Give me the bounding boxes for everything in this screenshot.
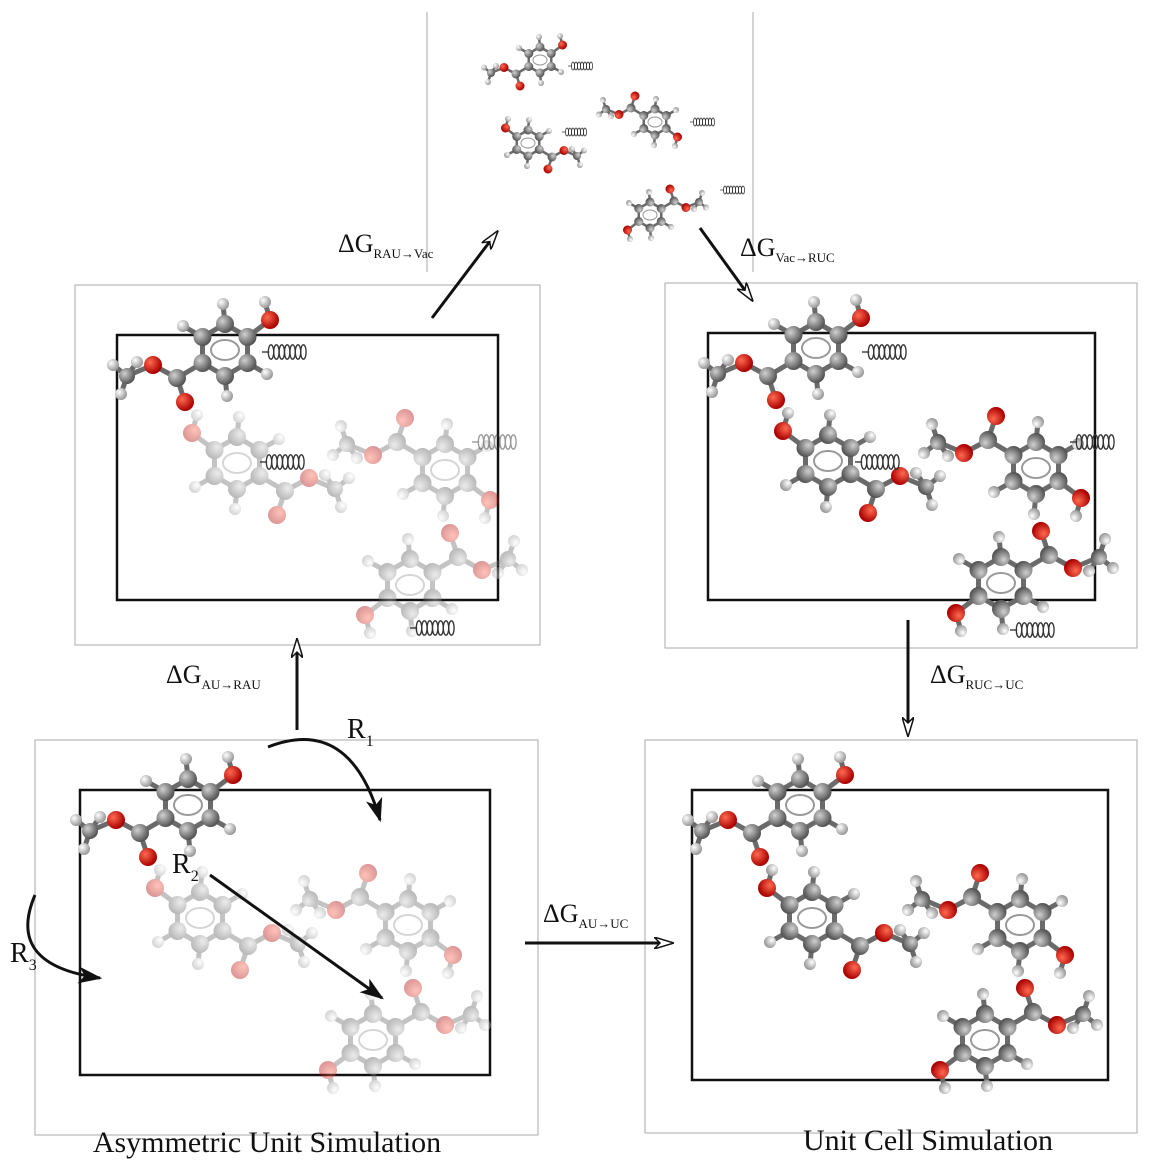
uc-panel: [645, 740, 1137, 1133]
transition-label: ΔGVac→RUC: [740, 233, 835, 265]
label-part: AU→RAU: [202, 677, 262, 692]
au-panel: [35, 740, 538, 1135]
label-part: ΔG: [740, 233, 776, 262]
label-part: ΔG: [930, 660, 966, 689]
rau-panel: [75, 285, 540, 645]
label-part: ΔG: [166, 660, 202, 689]
label-part: R: [347, 714, 366, 745]
label-part: R: [10, 938, 29, 969]
panel-caption: Unit Cell Simulation: [803, 1124, 1053, 1157]
transition-label: ΔGRUC→UC: [930, 660, 1023, 692]
diagram: ΔGRAU→Vac ΔGVac→RUC ΔGAU→RAU ΔGRUC→UC ΔG…: [0, 0, 1149, 1162]
label-part: R: [172, 849, 191, 880]
label-part: RUC→UC: [966, 677, 1024, 692]
label-part: 1: [366, 733, 374, 750]
panel-caption: Asymmetric Unit Simulation: [93, 1126, 441, 1159]
ruc-panel: [665, 283, 1137, 648]
transition-label: ΔGAU→RAU: [166, 660, 261, 692]
label-part: 2: [191, 868, 199, 885]
label-part: ΔG: [543, 899, 579, 928]
transition-label: ΔGRAU→Vac: [338, 229, 434, 261]
label-part: Vac→RUC: [776, 250, 835, 265]
transition-label: ΔGAU→UC: [543, 899, 628, 931]
label-part: AU→UC: [579, 916, 629, 931]
label-part: RAU→Vac: [374, 246, 434, 261]
label-part: ΔG: [338, 229, 374, 258]
label-part: 3: [29, 957, 37, 974]
operation-label: R1: [347, 714, 374, 750]
